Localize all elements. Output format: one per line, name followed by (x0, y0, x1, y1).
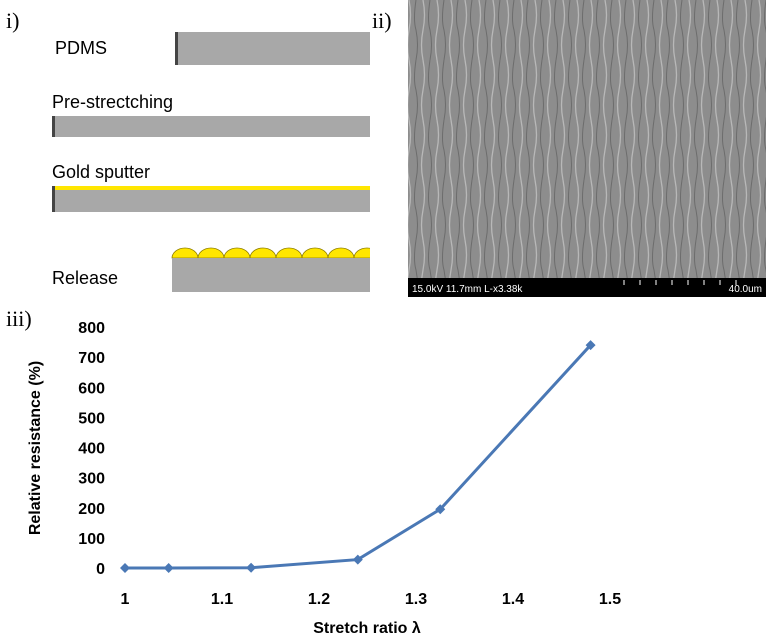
sem-scale: 40.0um (729, 284, 762, 295)
y-tick-label: 100 (78, 531, 105, 548)
gold-wrinkles (171, 247, 381, 259)
y-tick-label: 500 (78, 410, 105, 427)
data-point (120, 563, 130, 573)
x-axis-label: Stretch ratio λ (313, 620, 421, 637)
x-tick-label: 1.5 (599, 591, 621, 608)
y-tick-label: 800 (78, 320, 105, 337)
edge (175, 32, 178, 65)
data-point (352, 554, 363, 565)
y-axis-label: Relative resistance (%) (27, 361, 44, 535)
pdms-layer (52, 116, 370, 137)
data-point (435, 504, 446, 515)
step-label: Release (52, 268, 118, 288)
data-line (125, 344, 592, 570)
y-tick-label: 300 (78, 471, 105, 488)
pdms-layer (175, 32, 370, 65)
data-point (246, 562, 257, 573)
panel-label: ii) (372, 8, 392, 33)
edge (52, 186, 55, 212)
edge (52, 116, 55, 137)
pdms-layer (172, 258, 370, 292)
x-tick-label: 1.2 (308, 591, 330, 608)
y-tick-label: 200 (78, 501, 105, 518)
x-tick-label: 1.3 (405, 591, 427, 608)
sem-info-bar (408, 278, 766, 297)
scale-ticks (623, 280, 737, 285)
y-tick-label: 600 (78, 380, 105, 397)
y-tick-label: 400 (78, 441, 105, 458)
data-point (585, 340, 596, 351)
step-label: Gold sputter (52, 162, 150, 182)
mask (370, 240, 410, 300)
y-tick-label: 0 (96, 561, 105, 578)
step-label: PDMS (55, 38, 107, 58)
pdms-layer (52, 190, 370, 212)
sem-image (408, 0, 766, 278)
x-tick-label: 1 (121, 591, 130, 608)
y-tick-label: 700 (78, 350, 105, 367)
x-tick-label: 1.1 (211, 591, 233, 608)
step-label: Pre-strectching (52, 92, 173, 112)
panel-label: iii) (6, 306, 32, 331)
gold-layer (52, 186, 370, 190)
data-point (163, 563, 174, 573)
x-tick-label: 1.4 (502, 591, 524, 608)
sem-info: 15.0kV 11.7mm L-x3.38k (412, 284, 523, 295)
panel-label: i) (6, 8, 19, 33)
